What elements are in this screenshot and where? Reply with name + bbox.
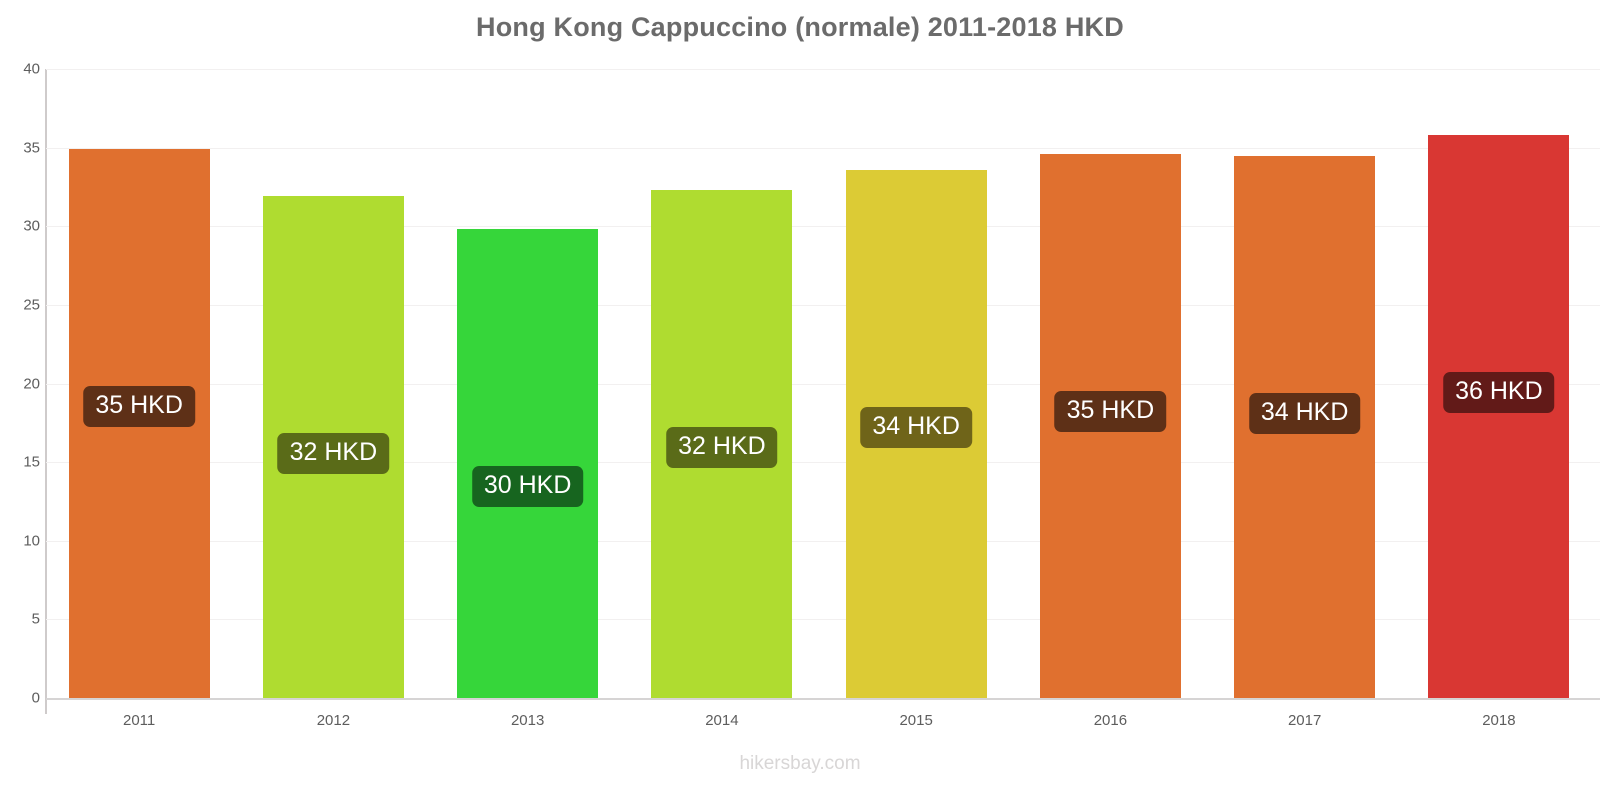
y-axis-tick-label: 20 [23,375,40,392]
gridline [46,304,1600,306]
y-axis-tick-label: 0 [31,689,40,707]
x-axis-tick-label: 2016 [1093,712,1128,729]
y-axis-tick-label: 15 [23,453,40,471]
bar[interactable]: 35 HKD [1039,153,1181,698]
bar-value-label: 34 HKD [1248,392,1361,434]
gridline [46,619,1600,621]
x-axis-tick-label: 2014 [705,712,739,729]
gridline [46,383,1600,385]
y-axis-tick-label: 35 [23,139,40,157]
gridline [46,698,1600,700]
bar-value-label: 32 HKD [277,433,390,475]
bar[interactable]: 34 HKD [1234,155,1376,698]
x-axis-tick-label: 2017 [1287,712,1322,729]
x-axis-tick-label: 2015 [899,712,933,729]
y-axis-tick-label: 30 [23,217,40,235]
y-axis-tick-label: 5 [31,610,40,628]
bar[interactable]: 36 HKD [1428,135,1570,698]
x-axis-tick-label: 2012 [316,712,351,729]
y-axis-tick-label: 10 [23,532,40,550]
footer-credit: hikersbay.com [739,753,861,774]
plot-area: 35 HKD 32 HKD 30 HKD 32 HKD 34 HKD 35 HKD 34 H… [46,69,1600,700]
bar[interactable]: 34 HKD [845,169,987,698]
gridline [46,147,1600,149]
y-axis-tick-labels: 0 5 10 15 20 25 30 35 40 [0,61,40,707]
bar[interactable]: 30 HKD [457,229,599,698]
gridline [46,462,1600,464]
bar[interactable]: 35 HKD [68,149,210,698]
bar[interactable]: 32 HKD [651,190,793,698]
gridline [46,69,1600,70]
bar[interactable]: 32 HKD [262,196,404,698]
bar-value-label: 35 HKD [1054,390,1167,432]
bar-value-label: 34 HKD [860,406,972,448]
y-axis-tick-label: 40 [23,60,40,78]
bar-value-label: 30 HKD [471,466,584,508]
gridline [46,540,1600,542]
y-axis-tick-label: 25 [23,296,40,314]
chart-title: Hong Kong Cappuccino (normale) 2011-2018… [476,12,1124,42]
bar-value-label: 32 HKD [666,427,778,469]
y-axis-line [45,69,47,714]
x-axis-tick-label: 2011 [122,712,156,729]
x-axis-tick-label: 2013 [510,712,545,729]
x-axis-tick-label: 2018 [1482,712,1516,729]
bar-value-label: 36 HKD [1443,372,1555,414]
bar-value-label: 35 HKD [83,386,195,428]
gridline [46,226,1600,228]
